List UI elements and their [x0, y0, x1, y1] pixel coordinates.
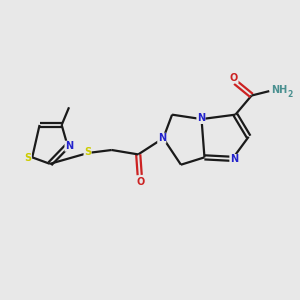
Text: N: N	[230, 154, 238, 164]
Text: N: N	[197, 113, 205, 124]
Text: O: O	[136, 176, 144, 187]
Text: N: N	[158, 133, 166, 143]
Text: S: S	[84, 147, 91, 158]
Text: S: S	[24, 153, 32, 163]
Text: 2: 2	[288, 90, 293, 99]
Text: O: O	[230, 73, 238, 83]
Text: NH: NH	[272, 85, 288, 94]
Text: N: N	[65, 141, 73, 151]
